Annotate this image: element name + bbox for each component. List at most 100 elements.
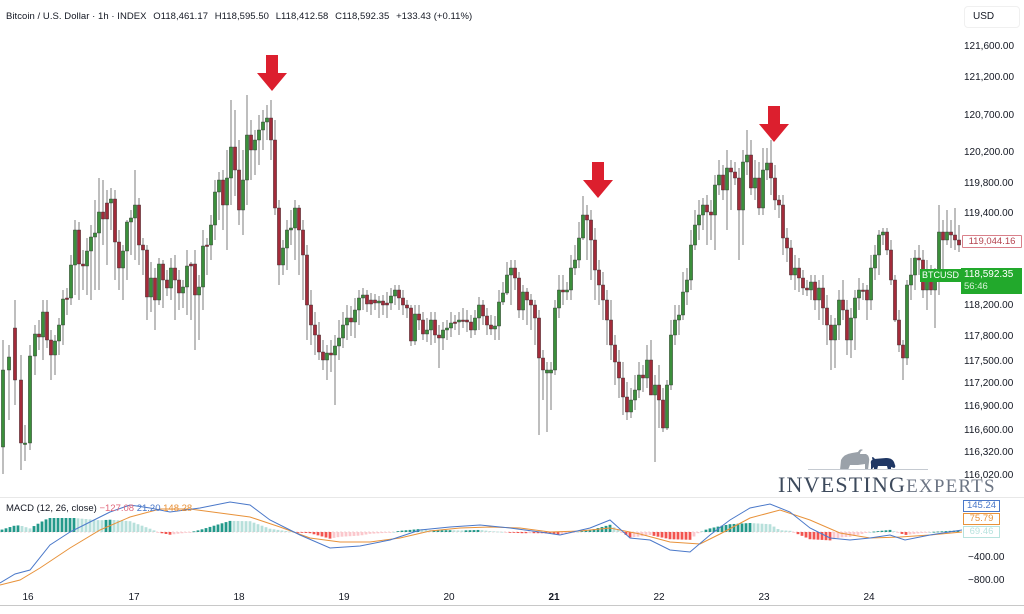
bull-bear-icon [840, 449, 896, 470]
macd-histogram-bar [656, 532, 660, 537]
candle [265, 105, 269, 140]
macd-histogram-bar [780, 530, 784, 532]
macd-histogram-bar [28, 528, 32, 532]
macd-histogram-bar [280, 530, 284, 532]
macd-histogram-bar [552, 532, 556, 535]
time-axis-label: 23 [758, 592, 770, 603]
candle [765, 148, 769, 180]
macd-histogram-bar [92, 519, 96, 532]
candle [389, 288, 393, 310]
macd-histogram-bar [368, 532, 372, 534]
macd-histogram-bar [248, 521, 252, 532]
candle [277, 200, 281, 285]
currency-button[interactable]: USD [964, 6, 1020, 28]
symbol-title[interactable]: Bitcoin / U.S. Dollar · 1h · INDEX [6, 11, 147, 22]
macd-histogram-bar [164, 532, 168, 534]
time-axis-label: 19 [338, 592, 350, 603]
candle [429, 312, 433, 345]
candle [465, 310, 469, 332]
macd-histogram-bar [196, 530, 200, 532]
macd-histogram-bar [184, 532, 188, 533]
macd-histogram-bar [268, 528, 272, 532]
candle [437, 325, 441, 368]
macd-histogram-bar [572, 532, 576, 533]
macd-histogram-bar [796, 532, 800, 535]
candle [953, 208, 957, 250]
macd-histogram-bar [892, 531, 896, 533]
pane-divider[interactable] [0, 497, 1024, 498]
macd-chart[interactable] [0, 0, 962, 614]
candle [641, 365, 645, 392]
candle [225, 150, 229, 250]
macd-histogram-bar [840, 532, 844, 538]
price-axis-label: 119,400.00 [964, 208, 1014, 219]
candle [597, 260, 601, 305]
candle [653, 375, 657, 462]
macd-line-value: 21.20 [136, 503, 161, 514]
candle [173, 255, 177, 320]
macd-histogram-bar [480, 530, 484, 532]
candle [773, 165, 777, 210]
macd-histogram-bar [244, 521, 248, 532]
candle [153, 268, 157, 330]
macd-histogram-bar [668, 532, 672, 540]
macd-histogram-bar [744, 523, 748, 532]
candle [637, 362, 641, 398]
candle [781, 195, 785, 255]
macd-histogram-bar [160, 532, 164, 534]
macd-histogram-bar [32, 526, 36, 532]
candle [253, 130, 257, 175]
macd-histogram-bar [56, 518, 60, 532]
candle [885, 228, 889, 255]
candle [685, 268, 689, 305]
candle [393, 285, 397, 305]
candle [949, 220, 953, 248]
candle [125, 220, 129, 280]
candle [205, 238, 209, 275]
macd-histogram-bar [748, 523, 752, 532]
candle [913, 250, 917, 290]
macd-histogram-bar [400, 530, 404, 532]
macd-title[interactable]: MACD (12, 26, close) [6, 503, 97, 514]
macd-histogram-bar [488, 531, 492, 532]
candle [137, 198, 141, 265]
candle [381, 295, 385, 315]
price-axis-label: 118,200.00 [964, 300, 1014, 311]
candle [865, 285, 869, 320]
macd-histogram-bar [908, 532, 912, 535]
macd-histogram-bar [788, 530, 792, 532]
candle [889, 240, 893, 285]
candle [61, 290, 65, 345]
candle [521, 285, 525, 320]
macd-histogram-bar [272, 529, 276, 532]
price-axis-label: 116,600.00 [964, 425, 1014, 436]
candle [77, 222, 81, 300]
macd-histogram-bar [704, 529, 708, 532]
candle [109, 188, 113, 230]
candle [133, 170, 137, 260]
candle [141, 238, 145, 275]
last-price-value: 118,592.35 [964, 269, 1014, 280]
macd-histogram-bar [284, 530, 288, 532]
macd-histogram-bar [300, 532, 304, 533]
candle [257, 115, 261, 165]
candle [673, 305, 677, 345]
candle [237, 140, 241, 225]
candle [801, 270, 805, 295]
macd-histogram-bar [208, 526, 212, 532]
macd-histogram-bar [420, 529, 424, 532]
candle [193, 250, 197, 350]
candle [329, 340, 333, 372]
candle [353, 298, 357, 338]
macd-histogram-bar [392, 531, 396, 533]
candle [669, 320, 673, 390]
macd-histogram-bar [52, 518, 56, 532]
time-axis-label: 16 [22, 592, 34, 603]
candlestick-chart[interactable] [0, 0, 962, 497]
candle [453, 315, 457, 330]
time-axis-label: 24 [863, 592, 875, 603]
candle [189, 262, 193, 320]
candle [69, 255, 73, 305]
macd-axis-label: −400.00 [968, 552, 1005, 563]
candle [609, 300, 613, 360]
